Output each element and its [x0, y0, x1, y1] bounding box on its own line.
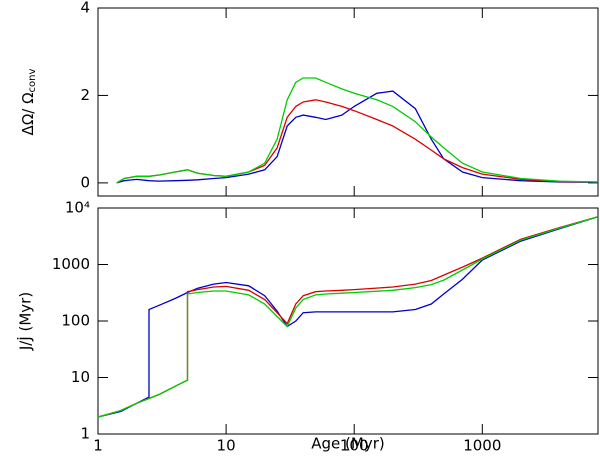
y-tick-label: 10: [71, 368, 90, 386]
y-tick-label: 4: [80, 0, 90, 17]
y-tick-label: 10⁴: [65, 199, 90, 217]
top-y-label-main: ΔΩ/ Ω: [19, 92, 37, 135]
bottom-y-label: J/J̇ (Myr): [16, 292, 35, 351]
bottom-frame: [97, 207, 599, 435]
series-line: [97, 216, 599, 418]
top-frame: [97, 7, 599, 197]
top-y-label-sub: conv: [27, 68, 38, 92]
top-y-label: ΔΩ/ Ωconv: [19, 68, 39, 135]
x-tick-label: 1: [93, 437, 103, 455]
x-tick-label: 10: [217, 437, 236, 455]
y-tick-label: 100: [61, 312, 90, 330]
series-line: [116, 90, 599, 184]
y-tick-label: 1: [80, 425, 90, 443]
y-tick-label: 1000: [52, 255, 90, 273]
x-label: Age (Myr): [311, 435, 384, 453]
y-tick-label: 2: [80, 86, 90, 104]
series-line: [97, 216, 599, 418]
y-tick-label: 0: [80, 173, 90, 191]
x-tick-label: 1000: [463, 437, 501, 455]
x-tick-label: 100: [340, 437, 369, 455]
series-line: [116, 77, 599, 184]
